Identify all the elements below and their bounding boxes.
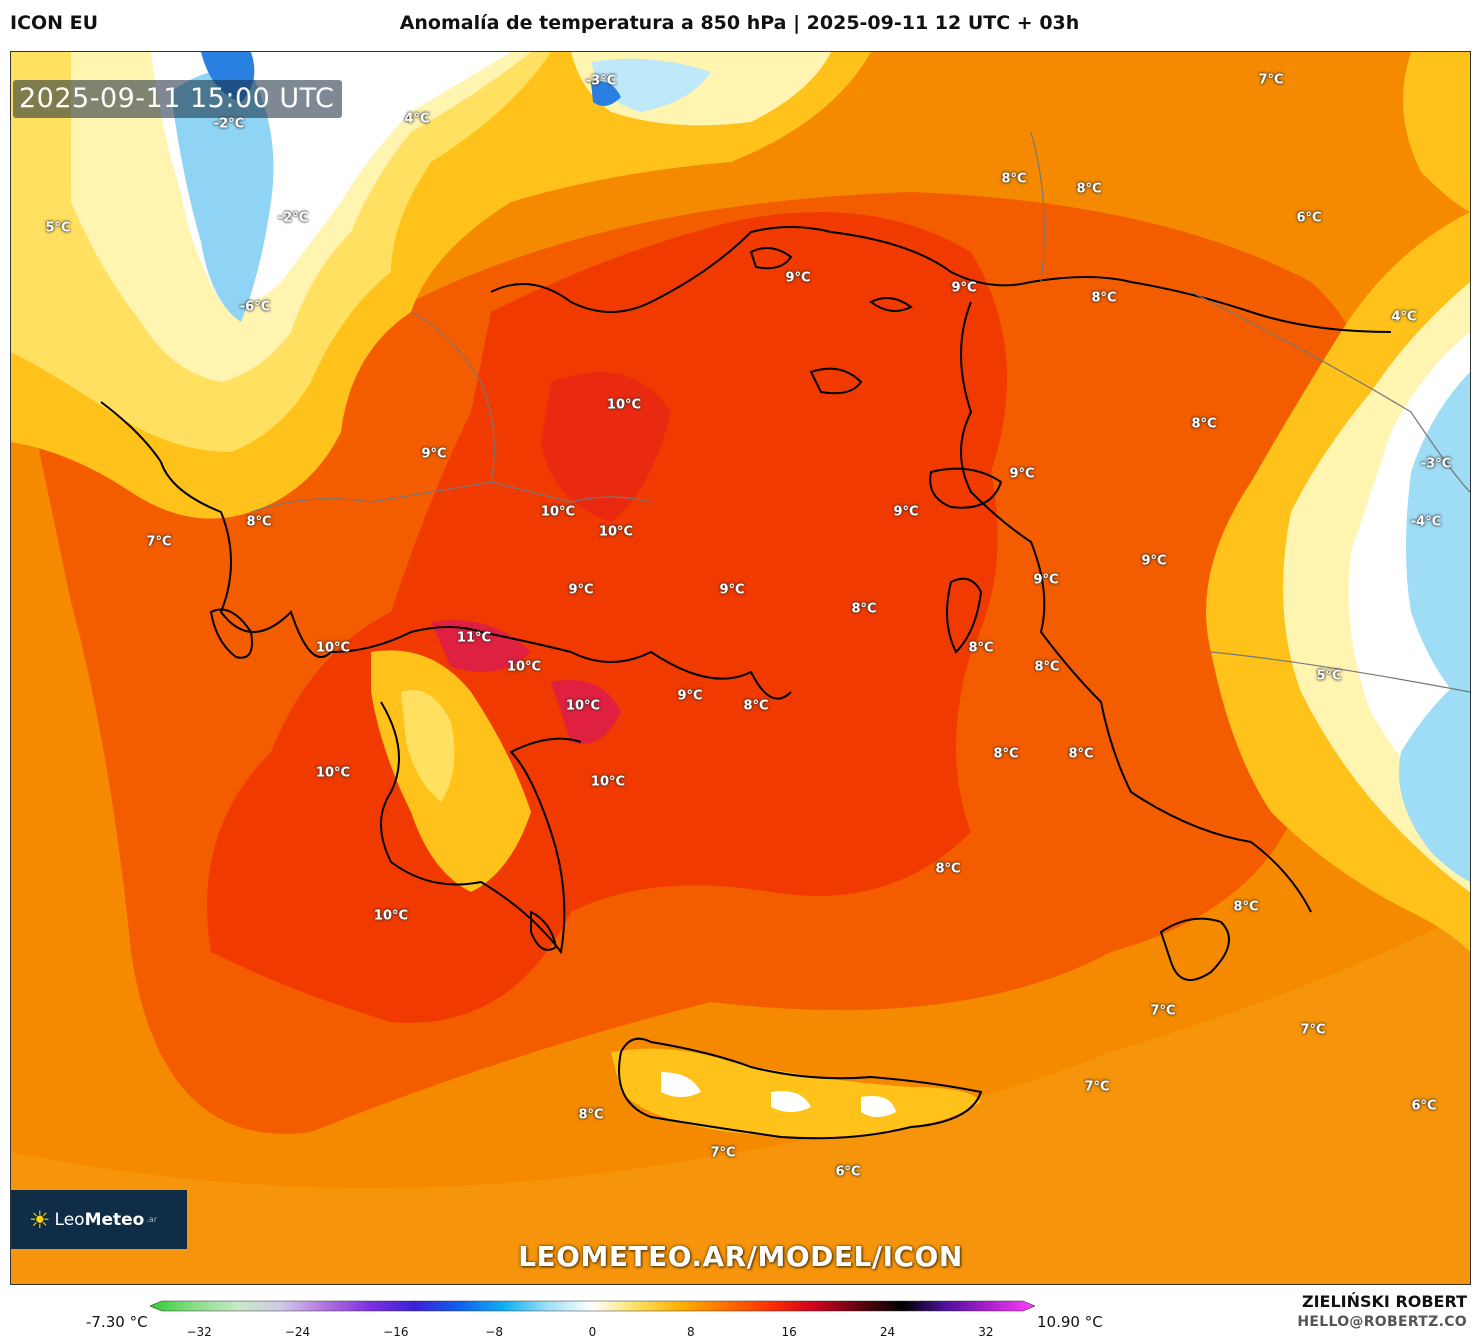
temperature-label: 9°C	[1009, 466, 1035, 482]
temperature-label: 5°C	[1316, 668, 1342, 684]
temperature-label: 8°C	[743, 698, 769, 714]
temperature-label: 10°C	[606, 397, 642, 413]
temperature-label: -2°C	[213, 116, 245, 132]
colorbar-tick-label: −24	[284, 1325, 311, 1339]
temperature-label: 9°C	[1033, 572, 1059, 588]
temperature-label: 7°C	[1150, 1003, 1176, 1019]
temperature-label: 5°C	[45, 220, 71, 236]
temperature-label: 4°C	[1391, 309, 1417, 325]
temperature-label: 9°C	[719, 582, 745, 598]
temperature-label: 10°C	[315, 640, 351, 656]
temperature-label: 6°C	[1411, 1098, 1437, 1114]
temperature-label: 8°C	[1091, 290, 1117, 306]
temperature-label: 10°C	[315, 765, 351, 781]
temperature-label: 11°C	[456, 630, 492, 646]
temperature-label: 9°C	[568, 582, 594, 598]
author-credit: ZIELIŃSKI ROBERT	[1301, 1292, 1467, 1311]
temperature-label: 10°C	[540, 504, 576, 520]
temperature-label: 8°C	[1001, 171, 1027, 187]
temperature-label: -3°C	[585, 73, 617, 89]
temperature-label: 4°C	[404, 111, 430, 127]
colorbar-min-label: -7.30 °C	[86, 1313, 148, 1331]
temperature-label: 10°C	[590, 774, 626, 790]
temperature-label: 10°C	[565, 698, 601, 714]
logo-brand-light: Leo	[54, 1209, 85, 1230]
valid-time-stamp: 2025-09-11 15:00 UTC	[13, 80, 343, 118]
temperature-label: 6°C	[835, 1164, 861, 1180]
model-name: ICON EU	[10, 12, 99, 34]
temperature-label: 7°C	[710, 1145, 736, 1161]
temperature-label: 7°C	[146, 534, 172, 550]
temperature-label: 8°C	[246, 514, 272, 530]
temperature-label: 7°C	[1084, 1079, 1110, 1095]
colorbar-tick-label: −32	[186, 1325, 212, 1339]
sun-icon: ☀	[29, 1205, 51, 1234]
colorbar-tick-label: −8	[485, 1325, 504, 1339]
temperature-label: 8°C	[1076, 181, 1102, 197]
temperature-label: -2°C	[277, 210, 309, 226]
colorbar-tick-label: 24	[879, 1325, 896, 1339]
temperature-label: 8°C	[1034, 659, 1060, 675]
temperature-label: 8°C	[1191, 416, 1217, 432]
source-watermark: LEOMETEO.AR/MODEL/ICON	[518, 1240, 963, 1273]
temperature-label: 6°C	[1296, 210, 1322, 226]
temperature-label: 7°C	[1300, 1022, 1326, 1038]
colorbar-tick-label: −16	[383, 1325, 409, 1339]
colorbar-tick-label: 0	[588, 1325, 597, 1339]
temperature-label: 9°C	[951, 280, 977, 296]
leometeo-logo: ☀ Leo Meteo .ar	[11, 1190, 187, 1249]
map-title: Anomalía de temperatura a 850 hPa | 2025…	[399, 12, 1080, 34]
temperature-label: 10°C	[506, 659, 542, 675]
temperature-label: 8°C	[1068, 746, 1094, 762]
temperature-label: 9°C	[677, 688, 703, 704]
logo-brand-bold: Meteo	[84, 1209, 145, 1230]
temperature-label: 9°C	[893, 504, 919, 520]
temperature-label: 9°C	[785, 270, 811, 286]
map-field	[11, 52, 1470, 1284]
colorbar-tick-label: 8	[687, 1325, 695, 1339]
temperature-label: -4°C	[1410, 514, 1442, 530]
temperature-label: 8°C	[851, 601, 877, 617]
temperature-label: 8°C	[1233, 899, 1259, 915]
temperature-label: -3°C	[1420, 456, 1452, 472]
temperature-label: 9°C	[421, 446, 447, 462]
temperature-label: 9°C	[1141, 553, 1167, 569]
colorbar-max-label: 10.90 °C	[1037, 1313, 1103, 1331]
temperature-label: 10°C	[598, 524, 634, 540]
colorbar-tick-label: 16	[781, 1325, 797, 1339]
temperature-label: -6°C	[239, 299, 271, 315]
temperature-label: 8°C	[578, 1107, 604, 1123]
temperature-label: 8°C	[968, 640, 994, 656]
colorbar	[150, 1300, 1035, 1312]
temperature-label: 8°C	[993, 746, 1019, 762]
temperature-label: 8°C	[935, 861, 961, 877]
temperature-label: 10°C	[373, 908, 409, 924]
temperature-anomaly-map: 2025-09-11 15:00 UTC -2°C -3°C 4°C 7°C -2°C 5…	[10, 51, 1471, 1285]
temperature-label: 7°C	[1258, 72, 1284, 88]
logo-suffix: .ar	[146, 1215, 158, 1224]
colorbar-tick-label: 32	[978, 1325, 994, 1339]
author-email: HELLO@ROBERTZ.CO	[1297, 1314, 1467, 1330]
